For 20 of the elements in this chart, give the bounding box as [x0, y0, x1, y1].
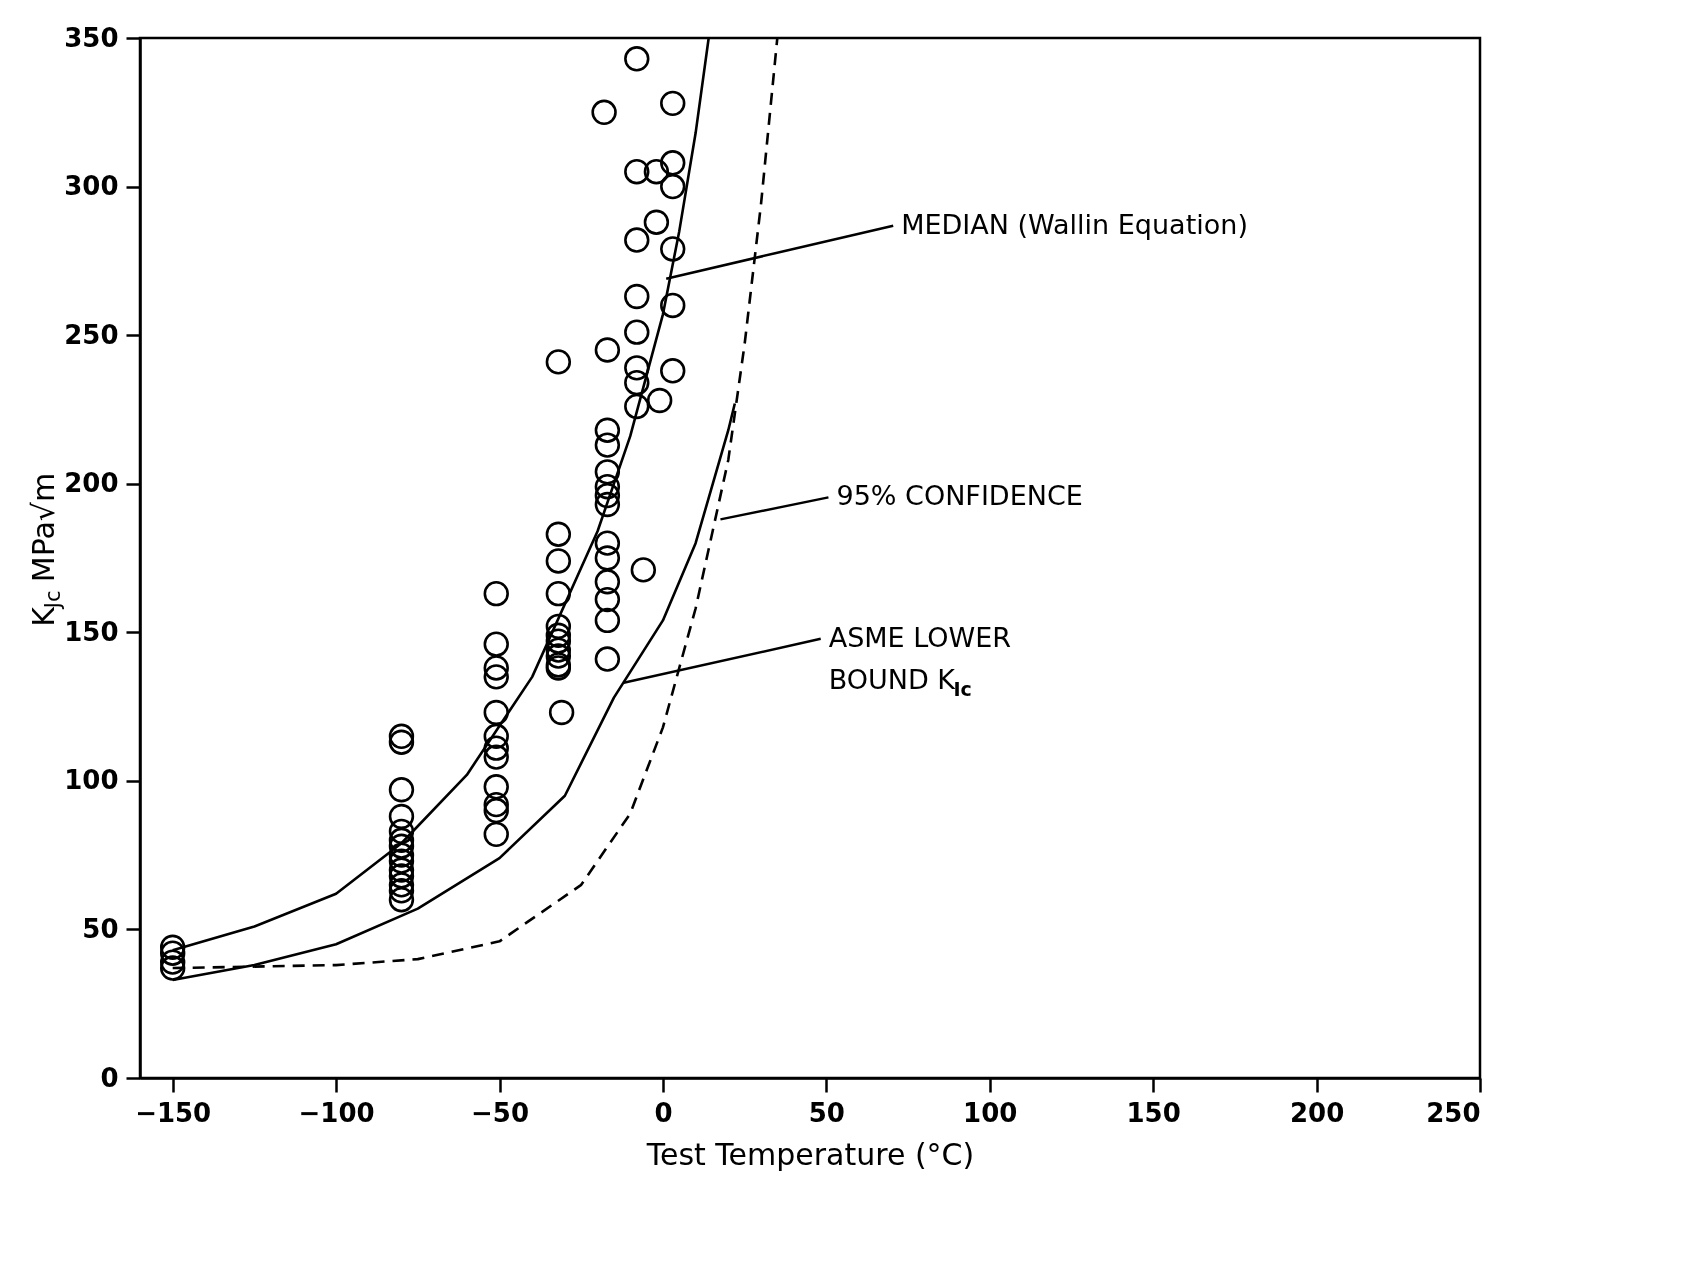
x-tick-label: 200: [1289, 1097, 1345, 1128]
x-tick-label: −100: [298, 1097, 375, 1128]
x-tick-label: 150: [1126, 1097, 1181, 1128]
annotation: 95% CONFIDENCE: [836, 480, 1083, 512]
x-axis-title: Test Temperature (°C): [645, 1136, 975, 1172]
y-tick-label: 100: [64, 765, 119, 796]
x-tick-label: 100: [963, 1097, 1018, 1128]
y-tick-label: 350: [64, 22, 119, 53]
x-tick-label: 50: [808, 1097, 845, 1128]
x-tick-label: −150: [135, 1097, 212, 1128]
y-tick-label: 300: [64, 171, 119, 202]
annotation: MEDIAN (Wallin Equation): [901, 208, 1248, 240]
y-tick-label: 50: [82, 913, 119, 944]
y-tick-label: 250: [64, 319, 119, 350]
y-tick-label: 150: [64, 616, 119, 647]
x-tick-label: 0: [654, 1097, 673, 1128]
y-tick-label: 200: [64, 468, 119, 499]
x-tick-label: 250: [1426, 1097, 1481, 1128]
x-tick-label: −50: [471, 1097, 529, 1128]
y-tick-label: 0: [100, 1062, 119, 1093]
